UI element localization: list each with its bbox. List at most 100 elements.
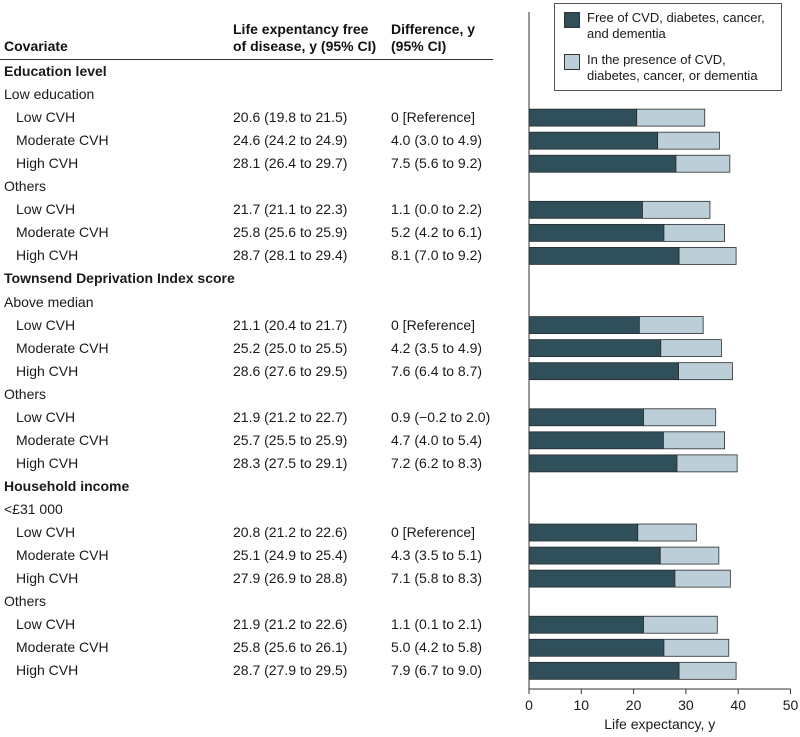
difference-value: 4.3 (3.5 to 5.1) [391,547,483,564]
legend-label-disease-free: Free of CVD, diabetes, cancer, and demen… [587,10,765,41]
difference-value: 7.9 (6.7 to 9.0) [391,662,483,679]
bar-with-disease [678,661,737,680]
bar-disease-free [528,638,665,657]
covariate-label: High CVH [16,155,79,172]
x-axis: 0 10 20 30 40 50 Life expectancy, y [525,12,798,732]
bar-with-disease [637,523,697,542]
header-divider [0,59,493,60]
life-expectancy-value: 24.6 (24.2 to 24.9) [233,132,348,149]
difference-value: 4.2 (3.5 to 4.9) [391,339,483,356]
header-difference: Difference, y (95% CI) [391,21,475,55]
group-heading: Above median [0,291,520,314]
difference-value: 0 [Reference] [391,109,476,126]
header-difference-line2: (95% CI) [391,38,447,54]
difference-value: 4.7 (4.0 to 5.4) [391,431,483,448]
difference-value: 0 [Reference] [391,316,476,333]
group-heading: <£31 000 [0,498,520,521]
life-expectancy-value: 21.9 (21.2 to 22.6) [233,616,348,633]
covariate-label: High CVH [16,454,79,471]
section-heading: Household income [0,475,520,498]
group-label: Others [4,385,47,402]
bar-with-disease [675,154,731,173]
difference-value: 1.1 (0.0 to 2.2) [391,201,483,218]
table-row: Moderate CVH 25.8 (25.6 to 26.1) 5.0 (4.2 … [0,636,520,659]
bar-disease-free [528,200,643,219]
table-row: High CVH 28.3 (27.5 to 29.1) 7.2 (6.2 to 8… [0,452,520,475]
header-life-expectancy-line2: of disease, y (95% CI) [233,38,377,54]
bar-with-disease [642,200,711,219]
table-row: Low CVH 21.9 (21.2 to 22.6) 1.1 (0.1 to 2.… [0,613,520,636]
covariate-label: Low CVH [16,524,76,540]
difference-value: 0 [Reference] [391,524,476,540]
difference-value: 5.0 (4.2 to 5.8) [391,639,483,656]
bar-with-disease [659,546,720,565]
table-row: Low CVH 21.9 (21.2 to 22.7) 0.9 (−0.2 to 2… [0,406,520,429]
life-expectancy-value: 28.3 (27.5 to 29.1) [233,454,348,471]
x-tick-label: 0 [525,697,533,713]
group-heading: Low education [0,83,520,106]
life-expectancy-value: 21.7 (21.1 to 22.3) [233,201,348,218]
x-tick-label: 30 [678,697,694,713]
section-label: Education level [4,63,107,79]
table-row: Low CVH 21.7 (21.1 to 22.3) 1.1 (0.0 to 2.… [0,198,520,221]
life-expectancy-value: 25.8 (25.6 to 26.1) [233,639,348,656]
bar-disease-free [528,316,640,334]
life-expectancy-value: 25.8 (25.6 to 25.9) [233,224,348,241]
bar-disease-free [528,546,661,565]
life-expectancy-value: 25.1 (24.9 to 25.4) [233,547,348,564]
covariate-label: Moderate CVH [16,547,109,564]
table-row: High CVH 28.1 (26.4 to 29.7) 7.5 (5.6 to 9… [0,152,520,175]
bar-with-disease [676,454,738,473]
x-tick-label: 50 [783,697,799,713]
covariate-label: Low CVH [16,408,76,425]
header-difference-line1: Difference, y [391,21,476,37]
covariate-label: Low CVH [16,616,76,633]
difference-value: 0.9 (−0.2 to 2.0) [391,408,491,425]
life-expectancy-value: 21.1 (20.4 to 21.7) [233,316,348,333]
legend-label-with-disease: In the presence of CVD, diabetes, cancer… [587,52,758,83]
group-label: Others [4,178,47,195]
bar-disease-free [528,454,678,473]
section-heading: Education level [0,60,520,83]
bar-disease-free [528,661,680,680]
covariate-label: Moderate CVH [16,431,109,448]
life-expectancy-value: 28.6 (27.6 to 29.5) [233,362,348,379]
bar-disease-free [528,569,676,588]
header-covariate: Covariate [4,38,68,54]
x-tick-label: 20 [626,697,642,713]
table-row: Moderate CVH 25.1 (24.9 to 25.4) 4.3 (3.5 … [0,544,520,567]
table-row: Moderate CVH 25.2 (25.0 to 25.5) 4.2 (3.5 … [0,337,520,360]
group-label: Above median [4,293,94,310]
bar-disease-free [528,431,664,450]
life-expectancy-value: 21.9 (21.2 to 22.7) [233,408,348,425]
bar-disease-free [528,362,679,381]
bar-with-disease [660,339,722,358]
table-row: Low CVH 20.8 (21.2 to 22.6) 0 [Reference] [0,521,520,544]
bar-with-disease [678,362,733,381]
life-expectancy-value: 25.7 (25.5 to 25.9) [233,431,348,448]
difference-value: 8.1 (7.0 to 9.2) [391,247,483,264]
difference-value: 7.2 (6.2 to 8.3) [391,454,483,471]
covariate-label: Moderate CVH [16,339,109,356]
bar-disease-free [528,615,644,634]
group-heading: Others [0,383,520,406]
bar-disease-free [528,108,638,127]
covariate-label: High CVH [16,570,79,587]
legend-swatch-with-disease [564,54,580,70]
group-heading: Others [0,590,520,613]
bar-with-disease [663,431,726,450]
x-axis-title: Life expectancy, y [604,716,715,732]
group-heading: Others [0,175,520,198]
header-life-expectancy-line1: Life expentancy free [233,21,369,37]
life-expectancy-value: 27.9 (26.9 to 28.8) [233,570,348,587]
difference-value: 7.1 (5.8 to 8.3) [391,570,483,587]
bar-with-disease [657,131,720,150]
covariate-label: Moderate CVH [16,132,109,149]
table-row: High CVH 28.7 (28.1 to 29.4) 8.1 (7.0 to 9… [0,244,520,267]
bar-disease-free [528,339,662,358]
table-row: Moderate CVH 25.8 (25.6 to 25.9) 5.2 (4.2 … [0,221,520,244]
difference-value: 5.2 (4.2 to 6.1) [391,224,483,241]
bar-disease-free [528,154,677,173]
section-label: Household income [4,477,130,494]
